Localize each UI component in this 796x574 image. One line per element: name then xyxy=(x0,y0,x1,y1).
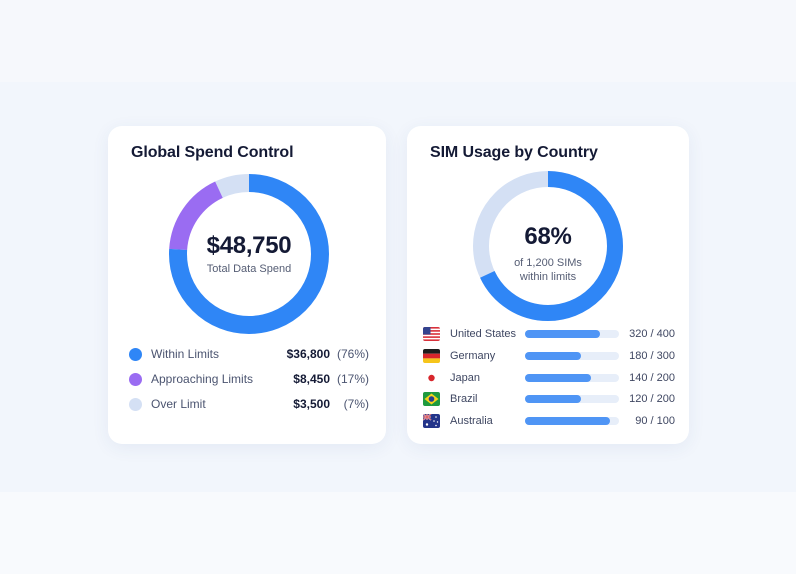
spend-donut-svg xyxy=(169,174,329,334)
usage-bar-fill xyxy=(525,374,591,382)
sim-donut-svg xyxy=(473,171,623,321)
usage-bar-track xyxy=(525,395,619,403)
sim-donut-center: 68% of 1,200 SIMs within limits xyxy=(472,223,624,284)
legend-percent: (7%) xyxy=(343,397,369,411)
legend-percent: (76%) xyxy=(336,347,369,361)
legend-label: Over Limit xyxy=(151,397,206,411)
legend-row-over: Over Limit $3,500 (7%) xyxy=(129,395,369,415)
usage-bar-track xyxy=(525,374,619,382)
usage-bar-track xyxy=(525,352,619,360)
usage-bar-track xyxy=(525,417,619,425)
sim-percent-value: 68% xyxy=(524,223,572,250)
usage-count: 320 / 400 xyxy=(629,328,675,340)
sim-donut-fill xyxy=(473,171,623,321)
brazil-flag-icon xyxy=(423,392,440,406)
country-name: United States xyxy=(450,328,517,340)
usage-count: 120 / 200 xyxy=(629,393,675,405)
total-spend-value: $48,750 xyxy=(206,232,292,259)
country-row: United States 320 / 400 xyxy=(423,326,675,344)
sim-donut-chart: 68% of 1,200 SIMs within limits xyxy=(472,170,624,322)
total-spend-label: Total Data Spend xyxy=(206,263,292,275)
country-name: Germany xyxy=(450,350,496,362)
usage-bar-track xyxy=(525,330,619,338)
country-name: Japan xyxy=(450,372,480,384)
legend-amount: $8,450 xyxy=(293,372,330,386)
legend-dot-over xyxy=(129,398,142,411)
country-row: Japan 140 / 200 xyxy=(423,370,675,388)
usage-bar-fill xyxy=(525,395,582,403)
country-row: Brazil 120 / 200 xyxy=(423,391,675,409)
usage-bar-fill xyxy=(525,417,610,425)
spend-donut-chart: $48,750 Total Data Spend xyxy=(167,172,331,336)
germany-flag-icon xyxy=(423,349,440,363)
legend-row-within: Within Limits $36,800 (76%) xyxy=(129,345,369,365)
legend-amount: $36,800 xyxy=(286,347,330,361)
usage-count: 140 / 200 xyxy=(629,372,675,384)
sim-sub-line-1: of 1,200 SIMs xyxy=(514,257,582,269)
sim-card-title: SIM Usage by Country xyxy=(430,144,598,161)
spend-donut-center: $48,750 Total Data Spend xyxy=(167,232,331,275)
background-bottom-band xyxy=(0,492,796,574)
usage-count: 90 / 100 xyxy=(635,415,675,427)
legend-dot-within xyxy=(129,348,142,361)
country-name: Australia xyxy=(450,415,493,427)
usage-bar-fill xyxy=(525,330,601,338)
donut-segment-within-limits xyxy=(169,174,329,334)
legend-label: Within Limits xyxy=(151,347,220,361)
legend-percent: (17%) xyxy=(336,372,369,386)
global-spend-card: Global Spend Control $48,750 Total Data … xyxy=(108,126,386,444)
sim-sub-line-2: within limits xyxy=(519,271,577,283)
usage-count: 180 / 300 xyxy=(629,350,675,362)
spend-card-title: Global Spend Control xyxy=(131,144,294,161)
country-name: Brazil xyxy=(450,393,478,405)
country-row: Germany 180 / 300 xyxy=(423,348,675,366)
background-top-band xyxy=(0,0,796,82)
legend-amount: $3,500 xyxy=(293,397,330,411)
legend-label: Approaching Limits xyxy=(151,372,254,386)
australia-flag-icon xyxy=(423,414,440,428)
country-row: Australia 90 / 100 xyxy=(423,413,675,431)
usage-bar-fill xyxy=(525,352,582,360)
legend-row-approaching: Approaching Limits $8,450 (17%) xyxy=(129,370,369,390)
sim-usage-card: SIM Usage by Country 68% of 1,200 SIMs w… xyxy=(407,126,689,444)
legend-dot-approaching xyxy=(129,373,142,386)
us-flag-icon xyxy=(423,327,440,341)
japan-flag-icon xyxy=(423,371,440,385)
